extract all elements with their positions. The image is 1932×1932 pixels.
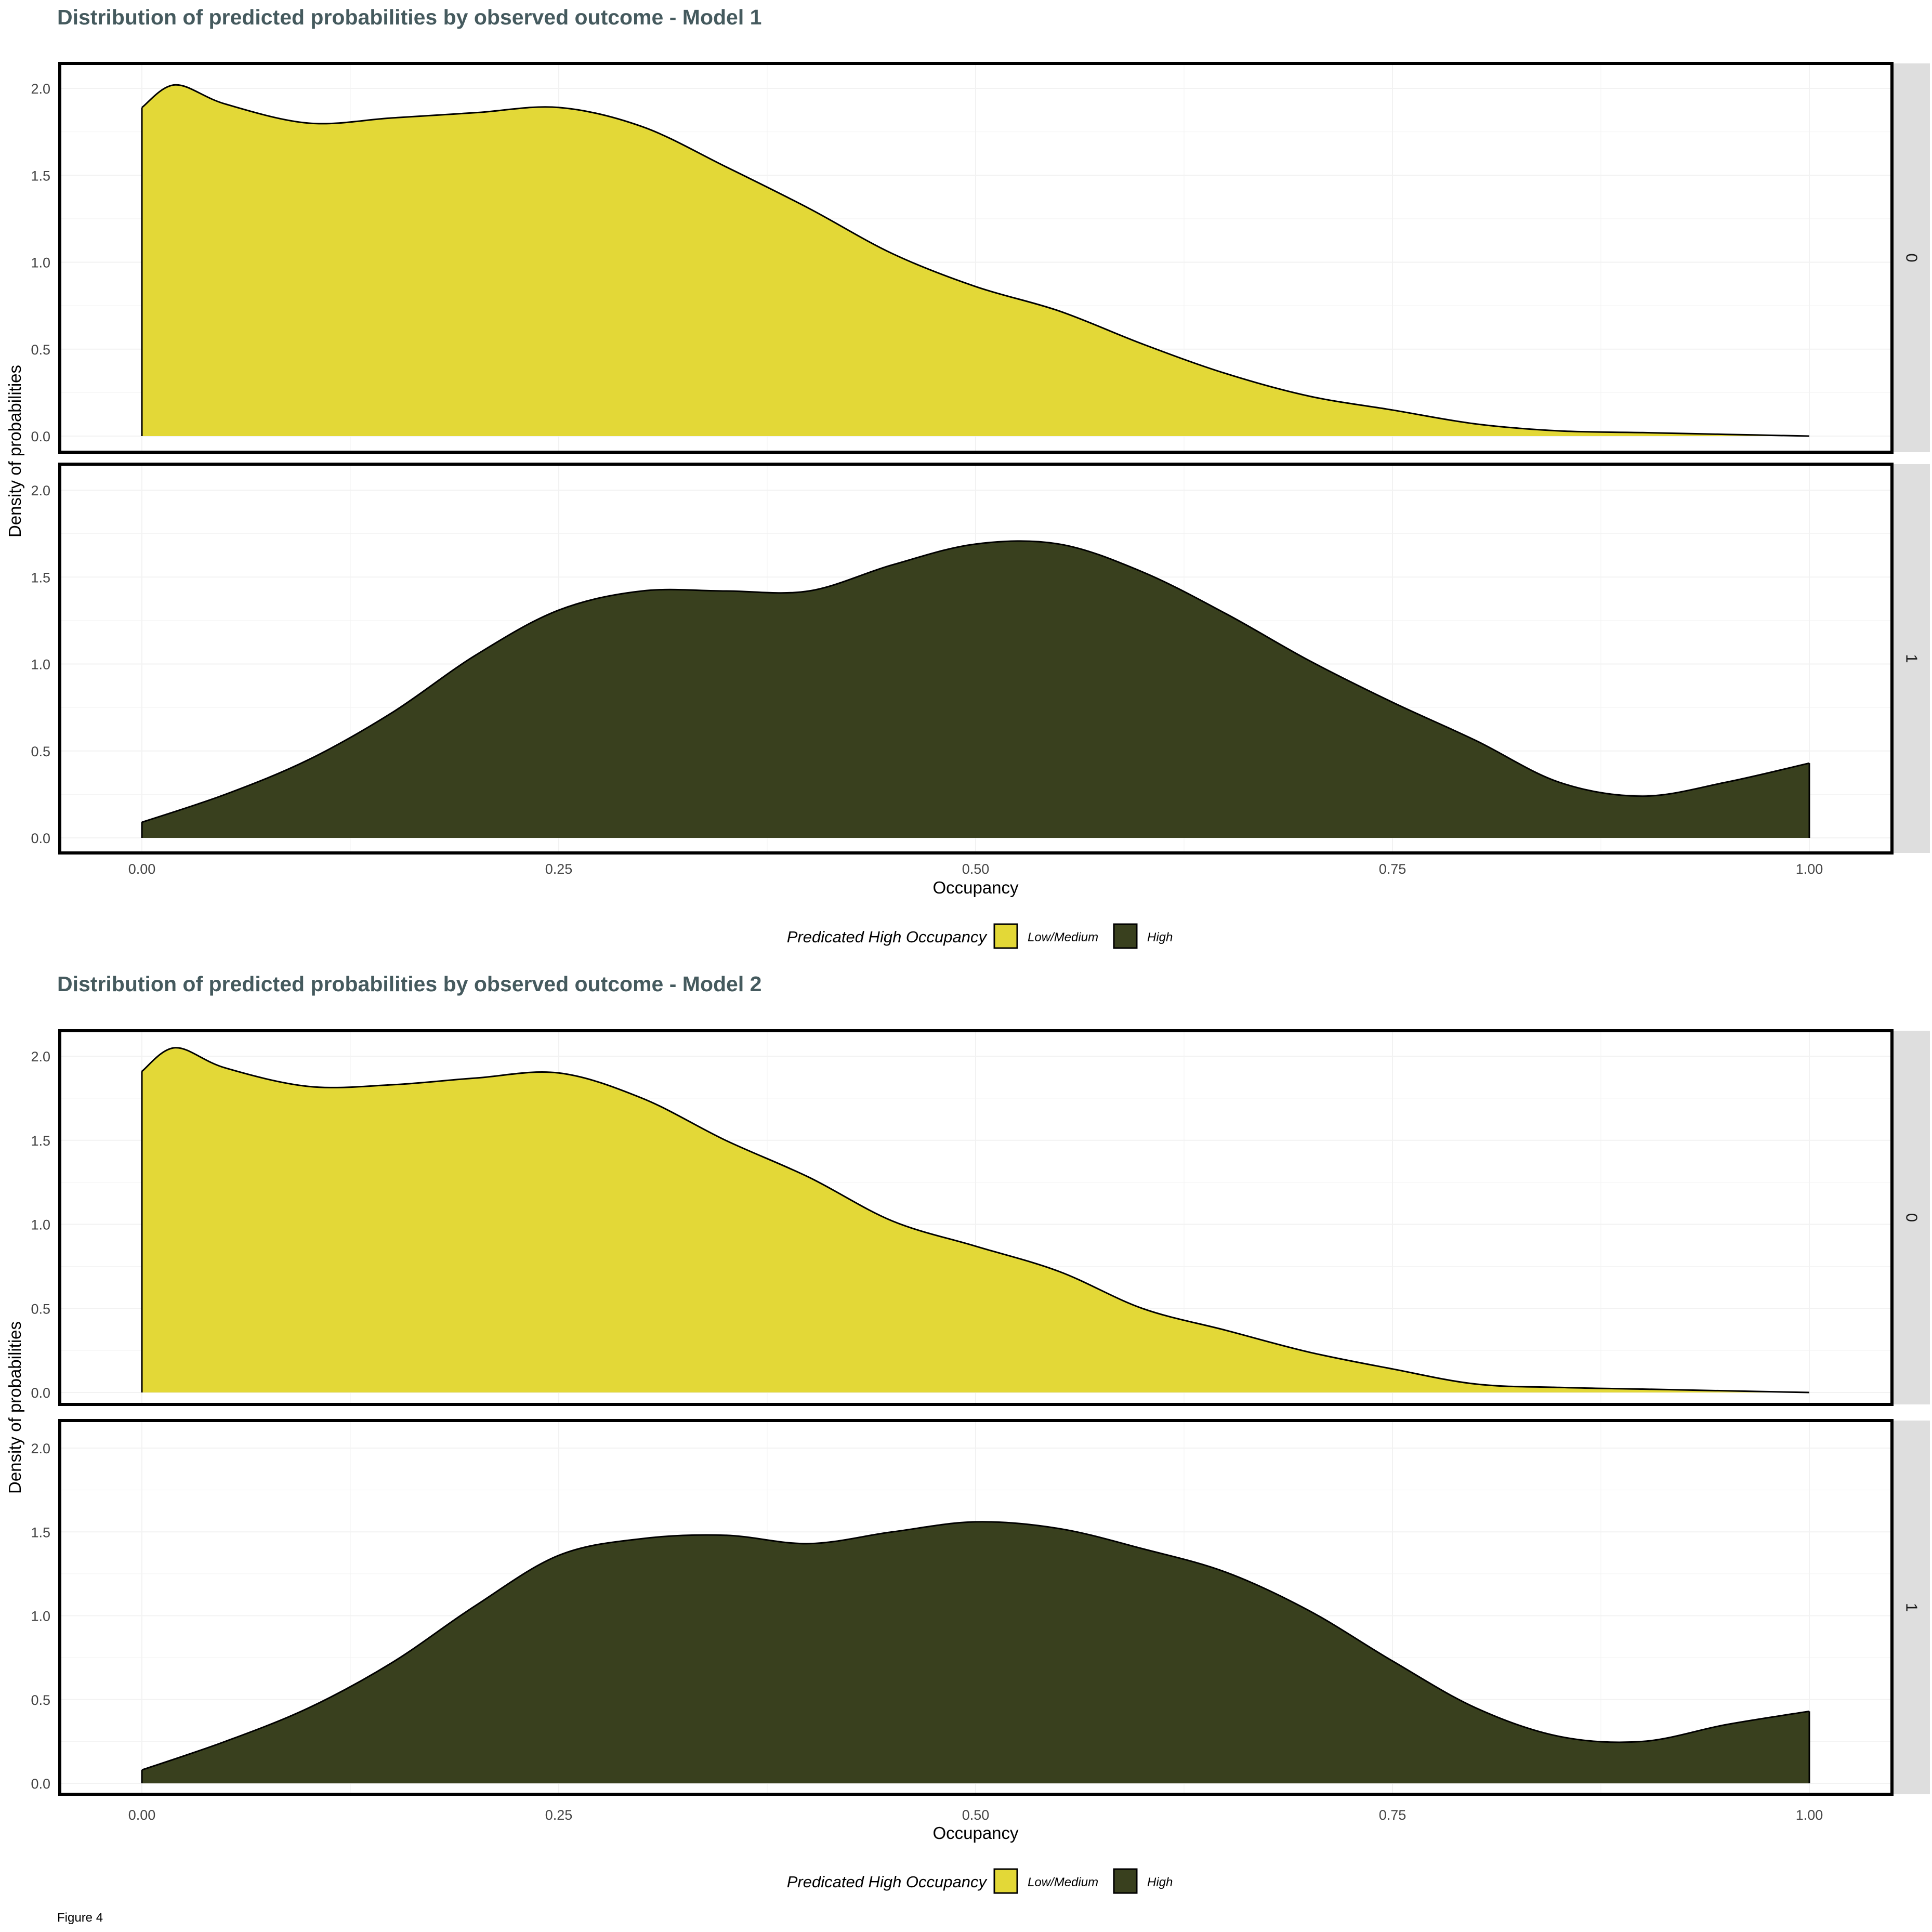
y-tick-label: 0.5 bbox=[31, 342, 50, 358]
panel-border bbox=[58, 463, 1894, 855]
y-tick-label: 1.5 bbox=[31, 1524, 50, 1540]
x-tick-label: 0.00 bbox=[128, 861, 156, 877]
chart-1-panel-1: 0.0 0.5 1.0 1.5 2.0 1 bbox=[31, 463, 1930, 855]
chart-2-legend-key-high bbox=[1113, 1868, 1138, 1894]
figure-caption: Figure 4 bbox=[57, 1911, 103, 1925]
y-tick-label: 0.0 bbox=[31, 1776, 50, 1792]
chart-2-legend: Predicated High Occupancy Low/Medium Hig… bbox=[787, 1868, 1173, 1894]
x-tick-label: 0.50 bbox=[962, 861, 990, 877]
facet-strip bbox=[1894, 1421, 1930, 1794]
y-tick-label: 0.5 bbox=[31, 1692, 50, 1708]
panel-border bbox=[58, 1029, 1894, 1406]
y-tick-label: 0.0 bbox=[31, 1385, 50, 1401]
chart-1-legend-key-high bbox=[1113, 923, 1138, 949]
density-area-high bbox=[142, 1521, 1809, 1783]
y-tick-label: 1.0 bbox=[31, 255, 50, 271]
x-tick-label: 0.75 bbox=[1379, 861, 1407, 877]
chart-2-x-axis-title: Occupancy bbox=[932, 1823, 1019, 1843]
chart-1-x-ticks: 0.00 0.25 0.50 0.75 1.00 bbox=[128, 861, 1823, 877]
chart-model-2: Distribution of predicted probabilities … bbox=[5, 972, 1930, 1894]
chart-1-legend: Predicated High Occupancy Low/Medium Hig… bbox=[787, 923, 1173, 949]
x-tick-label: 1.00 bbox=[1796, 1807, 1823, 1823]
chart-2-panel-1: 0.0 0.5 1.0 1.5 2.0 1 bbox=[31, 1419, 1930, 1796]
facet-strip bbox=[1894, 63, 1930, 452]
chart-1-x-axis-title: Occupancy bbox=[932, 878, 1019, 897]
y-tick-label: 0.5 bbox=[31, 1301, 50, 1317]
y-tick-label: 2.0 bbox=[31, 483, 50, 498]
chart-1-legend-key-low-medium bbox=[993, 923, 1018, 949]
x-tick-label: 0.00 bbox=[128, 1807, 156, 1823]
panel-border bbox=[58, 1419, 1894, 1796]
chart-1-legend-label-high: High bbox=[1147, 930, 1173, 944]
chart-2-title: Distribution of predicted probabilities … bbox=[57, 972, 761, 996]
x-tick-label: 0.25 bbox=[545, 1807, 573, 1823]
y-tick-label: 0.5 bbox=[31, 744, 50, 759]
y-tick-label: 2.0 bbox=[31, 81, 50, 97]
density-area-high bbox=[142, 541, 1809, 838]
x-tick-label: 0.50 bbox=[962, 1807, 990, 1823]
y-tick-label: 1.0 bbox=[31, 1609, 50, 1624]
chart-1-legend-label-low-medium: Low/Medium bbox=[1028, 930, 1098, 944]
density-area-low-medium bbox=[142, 85, 1809, 437]
chart-2-legend-label-high: High bbox=[1147, 1875, 1173, 1889]
facet-strip bbox=[1894, 464, 1930, 853]
y-tick-label: 1.0 bbox=[31, 657, 50, 673]
chart-2-y-axis-title: Density of probabilities bbox=[5, 1321, 24, 1494]
facet-strip bbox=[1894, 1031, 1930, 1404]
chart-model-1: Distribution of predicted probabilities … bbox=[5, 5, 1930, 949]
chart-2-panel-0: 0.0 0.5 1.0 1.5 2.0 0 bbox=[31, 1029, 1930, 1406]
x-tick-label: 1.00 bbox=[1796, 861, 1823, 877]
chart-2-x-ticks: 0.00 0.25 0.50 0.75 1.00 bbox=[128, 1807, 1823, 1823]
density-curve bbox=[141, 1047, 1810, 1394]
facet-strip-label: 0 bbox=[1903, 253, 1921, 262]
y-tick-label: 0.0 bbox=[31, 831, 50, 846]
y-tick-label: 0.0 bbox=[31, 429, 50, 444]
y-tick-label: 2.0 bbox=[31, 1049, 50, 1064]
density-curve bbox=[141, 84, 1810, 437]
x-tick-label: 0.75 bbox=[1379, 1807, 1407, 1823]
panel-border bbox=[58, 62, 1894, 454]
density-curve bbox=[141, 1521, 1810, 1771]
chart-1-legend-title: Predicated High Occupancy bbox=[787, 928, 988, 946]
density-area-low-medium bbox=[142, 1047, 1809, 1392]
chart-2-legend-title: Predicated High Occupancy bbox=[787, 1873, 988, 1891]
y-tick-label: 1.0 bbox=[31, 1217, 50, 1233]
facet-strip-label: 0 bbox=[1903, 1213, 1921, 1222]
y-tick-label: 1.5 bbox=[31, 570, 50, 585]
chart-2-legend-key-low-medium bbox=[993, 1868, 1018, 1894]
facet-strip-label: 1 bbox=[1903, 654, 1921, 663]
x-tick-label: 0.25 bbox=[545, 861, 573, 877]
y-tick-label: 2.0 bbox=[31, 1441, 50, 1456]
facet-strip-label: 1 bbox=[1903, 1603, 1921, 1612]
chart-1-y-axis-title: Density of probabilities bbox=[5, 365, 24, 537]
chart-2-legend-label-low-medium: Low/Medium bbox=[1028, 1875, 1098, 1889]
chart-1-panel-0: 0.0 0.5 1.0 1.5 2.0 0 bbox=[31, 62, 1930, 454]
y-tick-label: 1.5 bbox=[31, 1133, 50, 1149]
y-tick-label: 1.5 bbox=[31, 168, 50, 183]
chart-1-title: Distribution of predicted probabilities … bbox=[57, 5, 761, 29]
density-curve bbox=[141, 540, 1810, 823]
